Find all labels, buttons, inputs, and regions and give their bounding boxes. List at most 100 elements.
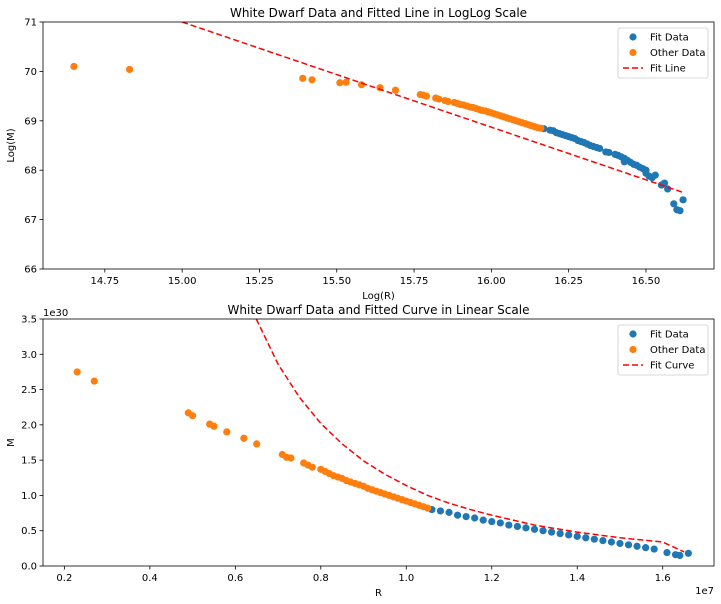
legend-marker	[629, 330, 637, 338]
series-fit-curve	[255, 319, 685, 553]
data-point	[453, 511, 462, 519]
axes-frame	[42, 21, 715, 270]
data-point	[607, 538, 616, 546]
data-point	[471, 514, 479, 522]
x-tick-label: 1.0	[398, 573, 414, 584]
series-fit-data	[540, 125, 687, 215]
data-point	[299, 74, 307, 82]
data-point	[522, 524, 530, 532]
y-tick-label: 0.0	[21, 562, 37, 573]
data-point	[650, 545, 658, 553]
legend-frame	[617, 27, 709, 79]
x-tick-label: 15.50	[322, 276, 351, 287]
data-point	[676, 207, 684, 215]
legend-label: Other Data	[650, 48, 705, 59]
legend-label: Fit Data	[650, 33, 689, 44]
x-tick-label: 15.75	[400, 276, 429, 287]
y-tick-label: 71	[24, 18, 37, 29]
data-point	[513, 522, 522, 531]
x-tick-label: 15.25	[245, 276, 274, 287]
data-point	[422, 92, 431, 100]
legend: Fit Data Other Data Fit Curve	[617, 324, 709, 376]
data-point	[462, 513, 470, 521]
data-point	[391, 86, 400, 94]
data-point	[90, 377, 98, 385]
data-point	[253, 440, 261, 448]
x-tick-label: 0.6	[227, 573, 243, 584]
fit-line	[181, 22, 684, 194]
y-offset-text: 1e30	[43, 308, 68, 319]
data-point	[664, 185, 672, 193]
x-axis-label: Log(R)	[362, 291, 395, 302]
data-point	[125, 65, 134, 74]
x-tick-label: 1.4	[569, 573, 585, 584]
y-tick-label: 3.5	[21, 315, 37, 326]
x-tick-label: 15.00	[168, 276, 197, 287]
data-point	[624, 541, 633, 549]
y-tick-label: 69	[24, 116, 37, 127]
x-tick-label: 14.75	[91, 276, 120, 287]
y-tick-label: 1.5	[21, 456, 37, 467]
data-point	[670, 200, 678, 208]
plot-area	[43, 22, 714, 269]
data-point	[573, 532, 581, 540]
data-point	[530, 525, 539, 533]
data-point	[556, 529, 564, 538]
data-point	[488, 517, 496, 526]
x-tick-label: 1.2	[484, 573, 500, 584]
data-point	[435, 95, 443, 103]
data-point	[663, 548, 671, 557]
y-tick-label: 2.0	[21, 420, 37, 431]
data-point	[444, 97, 452, 106]
y-tick-label: 67	[24, 215, 37, 226]
data-point	[595, 144, 604, 153]
legend-label: Fit Line	[650, 64, 686, 75]
series-other-data	[73, 368, 432, 512]
data-point	[357, 81, 366, 89]
data-point	[336, 79, 344, 87]
data-point	[73, 368, 81, 376]
data-point	[582, 534, 590, 542]
x-tick-label: 16.50	[632, 276, 661, 287]
loglog-panel: 14.75 15.00 15.25 15.50 15.75 16.00 16.25 16.50…	[6, 6, 715, 302]
y-tick-label: 3.0	[21, 350, 37, 361]
plot-series-group	[73, 319, 692, 560]
legend-marker	[629, 345, 637, 354]
data-point	[445, 508, 453, 516]
data-point	[590, 535, 598, 543]
x-tick-label: 0.8	[313, 573, 329, 584]
data-point	[223, 428, 231, 436]
data-point	[70, 62, 78, 71]
x-tick-label: 16.25	[554, 276, 583, 287]
legend-frame	[617, 324, 709, 376]
x-tick-label: 0.4	[142, 573, 158, 584]
y-tick-label: 68	[24, 166, 37, 177]
data-point	[599, 536, 607, 545]
legend: Fit Data Other Data Fit Line	[617, 27, 709, 79]
data-point	[605, 148, 613, 157]
y-tick-label: 1.0	[21, 491, 37, 502]
x-tick-label: 1.6	[655, 573, 671, 584]
data-point	[210, 422, 218, 430]
data-point	[565, 531, 573, 539]
linear-panel: 0.2 0.4 0.6 0.8 1.0 1.2 1.4 1.6 0.0 0.5 1.0 1.5 2.0 2…	[6, 303, 715, 599]
data-point	[505, 521, 513, 529]
data-point	[287, 454, 295, 462]
data-point	[479, 516, 487, 524]
y-tick-label: 2.5	[21, 385, 37, 396]
data-point	[308, 463, 316, 471]
y-axis-label: Log(M)	[6, 128, 17, 162]
x-tick-label: 16.00	[477, 276, 506, 287]
y-tick-label: 0.5	[21, 526, 37, 537]
chart-title: White Dwarf Data and Fitted Curve in Lin…	[228, 303, 530, 317]
legend-marker	[629, 48, 637, 57]
data-point	[633, 542, 641, 550]
axes-frame	[42, 318, 715, 567]
data-point	[342, 78, 350, 86]
series-other-data	[70, 62, 545, 132]
legend-label: Fit Curve	[650, 361, 694, 372]
y-axis-label: M	[6, 438, 17, 447]
x-axis-label: R	[375, 588, 382, 599]
data-point	[240, 434, 248, 442]
